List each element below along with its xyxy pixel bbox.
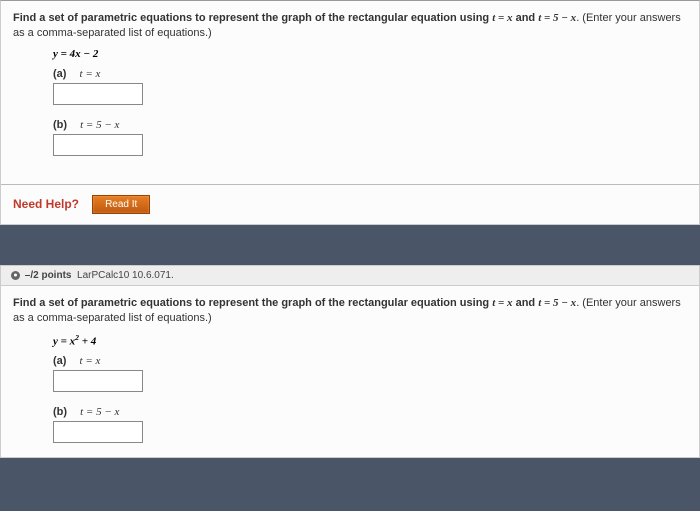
- question-indent-1: y = 4x − 2 (a) t = x (b) t = 5 − x: [13, 48, 687, 170]
- part-a-eq: t = x: [80, 68, 101, 80]
- prompt-eq1-2: t = x: [492, 297, 512, 309]
- prompt-eq2-2: t = 5 − x: [538, 297, 576, 309]
- question-panel-1: Find a set of parametric equations to re…: [0, 0, 700, 225]
- part-b-letter: (b): [53, 119, 67, 131]
- eq-pre: y = x: [53, 335, 75, 347]
- eq-post: + 4: [79, 335, 96, 347]
- points-bar: ● –/2 points LarPCalc10 10.6.071.: [0, 265, 700, 285]
- question-prompt-2: Find a set of parametric equations to re…: [13, 296, 687, 327]
- question-body-1: Find a set of parametric equations to re…: [1, 1, 699, 185]
- prompt-eq1: t = x: [492, 12, 512, 24]
- question-prompt-1: Find a set of parametric equations to re…: [13, 11, 687, 42]
- need-help-row: Need Help? Read It: [1, 185, 699, 224]
- textbook-ref: LarPCalc10 10.6.071.: [77, 270, 174, 281]
- part-a-letter: (a): [53, 68, 66, 80]
- read-it-button[interactable]: Read It: [92, 195, 150, 214]
- need-help-label: Need Help?: [13, 197, 79, 211]
- part-b-letter-2: (b): [53, 406, 67, 418]
- part-a-eq-2: t = x: [80, 355, 101, 367]
- question-indent-2: y = x2 + 4 (a) t = x (b) t = 5 − x: [13, 333, 687, 444]
- question-panel-2: ● –/2 points LarPCalc10 10.6.071. Find a…: [0, 265, 700, 458]
- part-a-label-1: (a) t = x: [53, 68, 687, 80]
- prompt-and: and: [513, 12, 539, 24]
- prompt-eq2: t = 5 − x: [538, 12, 576, 24]
- info-icon[interactable]: ●: [11, 271, 20, 280]
- prompt-text-2: Find a set of parametric equations to re…: [13, 297, 492, 309]
- part-b-eq: t = 5 − x: [80, 119, 119, 131]
- question-body-2: Find a set of parametric equations to re…: [1, 286, 699, 457]
- part-b-label-1: (b) t = 5 − x: [53, 119, 687, 131]
- given-equation-1: y = 4x − 2: [53, 48, 687, 60]
- part-b-label-2: (b) t = 5 − x: [53, 406, 687, 418]
- given-equation-2: y = x2 + 4: [53, 333, 687, 348]
- answer-input-1b[interactable]: [53, 134, 143, 156]
- part-a-label-2: (a) t = x: [53, 355, 687, 367]
- answer-input-2a[interactable]: [53, 370, 143, 392]
- part-a-letter-2: (a): [53, 355, 66, 367]
- prompt-text: Find a set of parametric equations to re…: [13, 12, 492, 24]
- question-body-2-wrap: Find a set of parametric equations to re…: [0, 285, 700, 458]
- points-text: –/2 points: [25, 270, 72, 281]
- prompt-and-2: and: [513, 297, 539, 309]
- answer-input-1a[interactable]: [53, 83, 143, 105]
- answer-input-2b[interactable]: [53, 421, 143, 443]
- part-b-eq-2: t = 5 − x: [80, 406, 119, 418]
